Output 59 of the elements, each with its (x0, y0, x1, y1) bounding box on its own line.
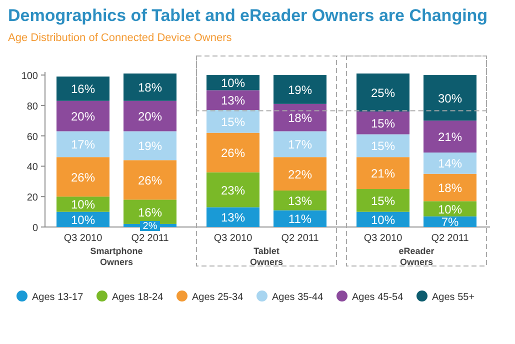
data-label: 17% (70, 138, 96, 152)
y-tick-label: 20 (26, 192, 38, 204)
legend-label: Ages 35-44 (272, 292, 324, 303)
data-label: 13% (220, 210, 246, 225)
data-label: 13% (288, 194, 312, 208)
chart-subtitle: Age Distribution of Connected Device Owners (8, 32, 232, 44)
data-label: 13% (220, 94, 246, 108)
data-label: 11% (288, 212, 312, 226)
y-tick-label: 40 (26, 162, 38, 174)
data-label: 15% (370, 194, 396, 208)
x-tick-label: Q3 2010 (64, 233, 103, 244)
data-label: 19% (138, 139, 162, 154)
legend-label: Ages 45-54 (352, 292, 404, 303)
data-label: 15% (370, 116, 396, 130)
data-label: 26% (138, 173, 162, 188)
data-label: 18% (438, 180, 462, 195)
data-label: 21% (438, 130, 462, 144)
y-tick-label: 60 (26, 132, 38, 143)
data-label: 15% (370, 139, 396, 154)
x-tick-label: Q3 2010 (214, 233, 253, 244)
data-label: 21% (370, 166, 396, 181)
data-label: 10% (438, 202, 462, 216)
data-label: 10% (370, 212, 396, 227)
y-tick-label: 0 (32, 223, 38, 234)
data-label: 17% (288, 138, 312, 152)
data-label: 2% (142, 221, 158, 232)
data-label: 10% (70, 198, 96, 212)
data-label: 18% (288, 111, 312, 126)
legend-label: Ages 55+ (432, 292, 475, 303)
data-label: 26% (220, 146, 246, 160)
data-label: 19% (288, 82, 312, 97)
data-label: 18% (138, 80, 162, 95)
text: eReader Owners (398, 246, 435, 267)
data-label: 16% (70, 82, 96, 96)
data-label: 20% (70, 110, 96, 124)
data-label: 7% (441, 215, 459, 230)
chart-title: Demographics of Tablet and eReader Owners are Changing (8, 6, 488, 25)
data-label: 25% (370, 86, 396, 100)
y-tick-label: 80 (26, 101, 38, 112)
data-label: 16% (138, 205, 162, 220)
data-label: 20% (138, 110, 162, 124)
y-tick-label: 100 (21, 71, 38, 82)
data-label: 23% (220, 183, 246, 198)
legend-label: Ages 25-34 (192, 292, 244, 303)
legend-label: Ages 13-17 (32, 292, 84, 303)
x-tick-label: Q2 2011 (431, 233, 470, 244)
data-label: 22% (288, 167, 312, 182)
text: Smartphone Owners (90, 246, 143, 267)
x-tick-label: Q2 2011 (281, 233, 320, 244)
x-tick-label: Q3 2010 (364, 233, 403, 244)
data-label: 10% (220, 76, 246, 90)
data-label: 26% (70, 170, 96, 184)
x-tick-label: Q2 2011 (131, 233, 170, 244)
data-label: 10% (70, 212, 96, 227)
text: Tablet Owners (250, 246, 284, 267)
data-label: 15% (220, 114, 246, 129)
data-label: 30% (438, 91, 462, 106)
data-label: 14% (438, 156, 462, 171)
legend-label: Ages 18-24 (112, 292, 164, 303)
